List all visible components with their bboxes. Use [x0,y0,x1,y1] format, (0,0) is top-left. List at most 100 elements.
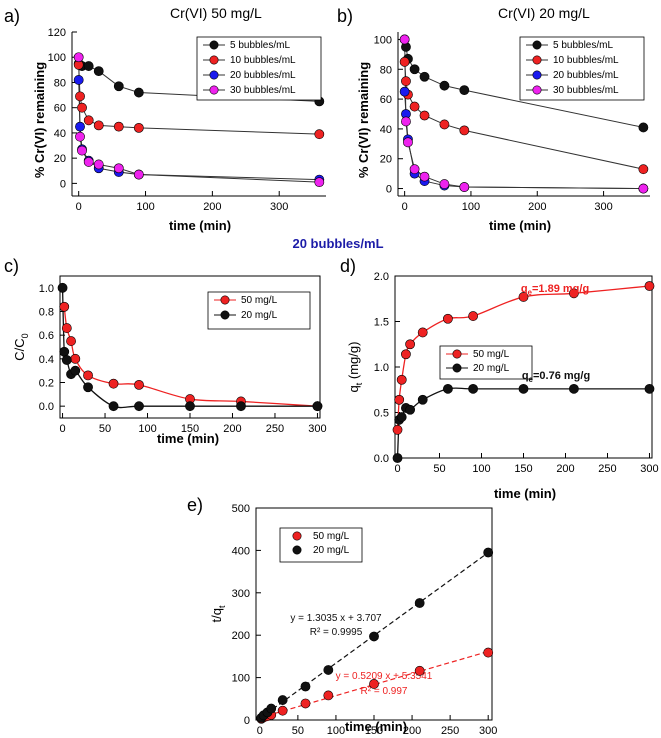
x-tick-label: 150 [365,725,383,737]
data-point [468,311,479,321]
data-point [638,164,649,175]
x-tick-label: 250 [598,463,616,475]
x-tick-label: 300 [270,201,288,213]
y-axis-label-sub: t [354,382,364,385]
y-tick-label: 0.8 [39,307,54,319]
panel-b: 0 100 200 300 0 20 40 60 80 100 b) Cr(VI) 20 mg/L ti… [337,5,650,233]
x-tick-label: 50 [99,423,111,435]
x-tick-label: 100 [462,201,480,213]
data-point [414,665,425,676]
data-point [61,323,72,333]
y-axis-label-sub: t [217,605,227,608]
data-point [77,145,87,156]
data-point [638,122,649,133]
data-point [83,157,94,167]
data-point [77,102,87,113]
data-point [369,679,379,689]
y-axis-label: C/C0 [12,333,30,360]
data-point [459,85,470,96]
legend-marker [532,40,542,50]
y-tick-label: 60 [54,103,66,115]
y-tick-label: 0.4 [39,354,54,366]
x-tick-label: 100 [327,725,345,737]
data-point [113,81,124,92]
annotation-sub: e [528,288,533,297]
x-tick-label: 0 [394,463,400,475]
data-point [568,288,579,299]
figure-note: 20 bubbles/mL [292,236,383,251]
legend-label: 20 mg/L [241,310,278,321]
x-tick-label: 300 [594,201,612,213]
y-tick-label: 0 [386,184,392,196]
x-tick-label: 100 [136,201,154,213]
data-point [70,353,81,364]
legend-marker [532,55,542,65]
panel-label: b) [337,6,353,26]
x-tick-label: 0 [76,201,82,213]
data-point [392,424,403,435]
y-tick-label: 100 [374,34,392,46]
fit-r2: R² = 0.997 [361,686,408,697]
x-axis-label: time (min) [494,486,556,501]
data-point [419,171,430,182]
data-point [300,698,311,709]
data-point [113,121,124,132]
fit-equation: y = 1.3035 x + 3.707 [290,613,382,624]
legend-marker [209,40,219,50]
y-tick-label: 2.0 [374,271,389,283]
data-point [409,64,420,75]
data-point [518,292,529,302]
legend-marker [292,545,302,555]
data-point [108,378,119,389]
fit-r2: R² = 0.9995 [310,627,363,638]
legend-label: 50 mg/L [241,295,278,306]
data-point [314,129,325,140]
data-point [108,401,119,412]
panel-a: 0 100 200 300 0 20 40 60 80 100 120 a) Cr(VI) 50 mg/… [4,5,326,233]
y-tick-label: 300 [232,588,250,600]
data-point [73,52,84,63]
x-tick-label: 300 [308,423,326,435]
data-point [399,86,410,97]
legend-label: 5 bubbles/mL [230,40,290,51]
data-point [414,598,425,608]
data-point [314,177,325,188]
annotation-prefix: q [522,370,529,382]
legend-marker [452,363,462,373]
data-point [483,547,494,558]
x-tick-label: 200 [203,201,221,213]
data-point [93,120,104,131]
y-tick-label: 0 [60,178,66,190]
legend-label: 5 bubbles/mL [553,40,613,51]
x-tick-label: 100 [472,463,490,475]
data-point [57,282,68,293]
legend-label: 30 bubbles/mL [230,85,296,96]
panel-label: e) [187,495,203,515]
legend-label: 50 mg/L [473,349,510,360]
y-tick-label: 1.0 [374,362,389,374]
data-point [277,705,288,716]
y-tick-label: 0.2 [39,378,54,390]
panel-title: Cr(VI) 50 mg/L [170,5,262,21]
y-tick-label: 0.0 [374,453,389,465]
legend-marker [292,531,302,541]
data-point [483,647,494,658]
data-point [401,349,411,360]
data-point [443,313,453,324]
data-point [399,34,410,45]
data-point [236,401,246,412]
legend-marker [220,310,230,320]
legend-label: 50 mg/L [313,531,350,542]
y-axis-label-main: q [346,385,361,392]
data-point [405,404,416,415]
y-axis-label-main: % Cr(VI) remaining [356,62,371,178]
data-point [409,101,420,112]
legend-label: 10 bubbles/mL [230,55,296,66]
data-point [133,169,144,180]
x-tick-label: 300 [479,725,497,737]
x-tick-label: 150 [181,423,199,435]
data-point [403,137,413,148]
y-axis-label: % Cr(VI) remaining [32,62,47,178]
data-point [518,383,529,394]
